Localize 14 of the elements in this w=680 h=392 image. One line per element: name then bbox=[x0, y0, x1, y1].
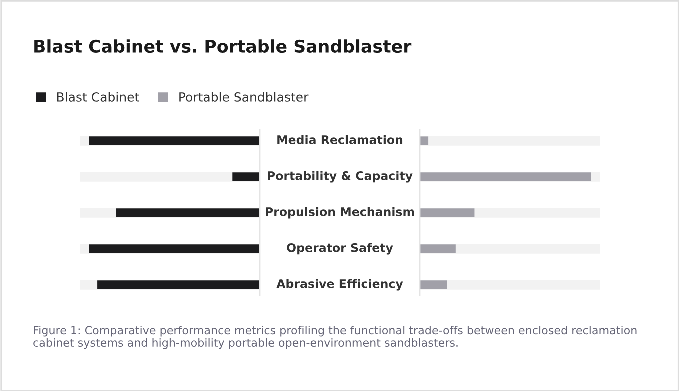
y-tick-label: Operator Safety bbox=[287, 243, 394, 255]
y-tick-label: Propulsion Mechanism bbox=[266, 207, 414, 219]
bar bbox=[420, 136, 429, 146]
legend-label: Blast Cabinet bbox=[57, 92, 140, 102]
caption: Figure 1: Comparative performance metrics profiling the functional trade-offs between enclosed reclamation cabinet systems and high-mobility portable open-environment sandblasters. bbox=[34, 326, 637, 350]
chart-title: Blast Cabinet vs. Portable Sandblaster bbox=[34, 40, 412, 54]
legend-label: Portable Sandblaster bbox=[180, 92, 309, 102]
y-tick-label: Media Reclamation bbox=[278, 135, 403, 144]
bar bbox=[420, 280, 448, 290]
bar bbox=[420, 244, 456, 254]
y-tick-label: Portability & Capacity bbox=[268, 171, 413, 183]
y-tick-label: Abrasive Efficiency bbox=[276, 279, 404, 291]
bar bbox=[232, 172, 260, 182]
bar bbox=[420, 208, 475, 218]
